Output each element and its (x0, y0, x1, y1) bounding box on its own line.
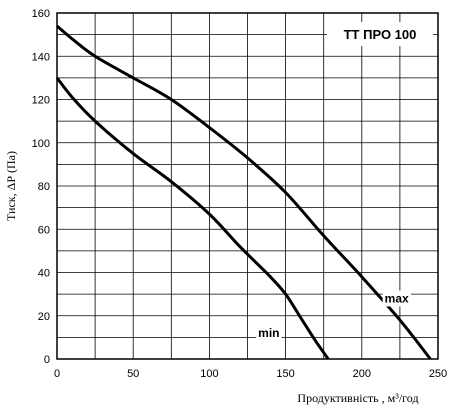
y-tick-label: 40 (38, 268, 50, 280)
chart-title: ТТ ПРО 100 (344, 27, 417, 42)
curve-min (55, 76, 330, 360)
y-axis-title: Тиск, ΔР (Па) (4, 151, 18, 221)
x-axis-title: Продуктивність , м³/год (297, 391, 418, 405)
y-tick-label: 140 (32, 51, 50, 63)
curve-max (56, 24, 432, 360)
curve-label-background (382, 290, 412, 307)
grid (57, 13, 438, 359)
x-tick-label: 0 (54, 368, 60, 380)
curve-label-background (256, 325, 282, 342)
x-tick-label: 200 (353, 368, 371, 380)
x-tick-label: 50 (127, 368, 139, 380)
y-tick-label: 80 (38, 181, 50, 193)
curve-label-max: max (385, 291, 409, 305)
y-tick-label: 160 (32, 8, 50, 20)
curve-labels: max min (256, 290, 412, 342)
x-tick-label: 150 (276, 368, 294, 380)
y-tick-label: 20 (38, 311, 50, 323)
tick-labels: 0 50 100 150 200 250 0 20 40 60 80 100 120 140 160 (32, 8, 448, 380)
y-tick-label: 0 (44, 354, 50, 366)
x-tick-label: 250 (429, 368, 447, 380)
y-tick-label: 60 (38, 224, 50, 236)
y-tick-label: 120 (32, 95, 50, 107)
curve-label-min: min (258, 326, 279, 340)
title-box (327, 22, 433, 46)
curves (55, 24, 432, 360)
x-tick-label: 100 (200, 368, 218, 380)
y-tick-label: 100 (32, 138, 50, 150)
